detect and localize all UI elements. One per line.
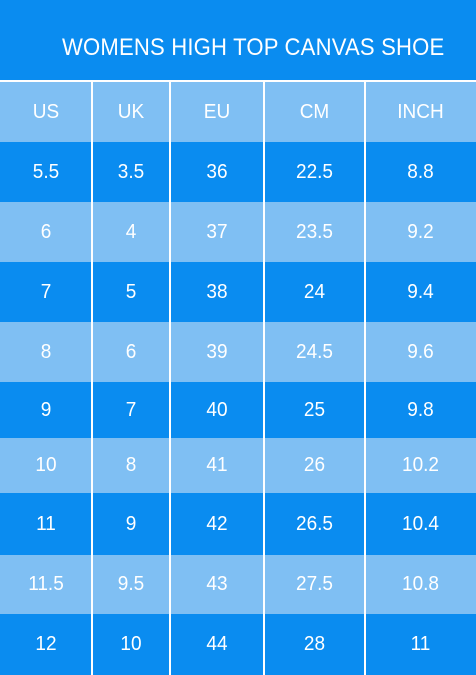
table-row: 11.5 9.5 43 27.5 10.8 bbox=[0, 555, 476, 614]
table-row: 9 7 40 25 9.8 bbox=[0, 382, 476, 438]
table-cell: 9.6 bbox=[407, 340, 434, 363]
table-cell: 41 bbox=[206, 454, 228, 476]
table-cell: 27.5 bbox=[296, 573, 333, 595]
table-cell: 10.4 bbox=[402, 512, 439, 535]
table-cell: 26 bbox=[303, 454, 326, 476]
table-cell: 24.5 bbox=[296, 340, 333, 363]
table-cell: 24 bbox=[303, 280, 326, 303]
table-cell: 8 bbox=[40, 340, 52, 363]
table-cell: 4 bbox=[125, 220, 137, 243]
table-cell: 3.5 bbox=[117, 160, 145, 183]
header-cell-us: US bbox=[32, 100, 60, 123]
header-cell-eu: EU bbox=[203, 100, 231, 123]
column-divider bbox=[91, 82, 93, 675]
chart-title: WOMENS HIGH TOP CANVAS SHOE bbox=[62, 34, 445, 61]
table-row: 8 6 39 24.5 9.6 bbox=[0, 322, 476, 382]
table-cell: 12 bbox=[35, 633, 57, 655]
table-cell: 37 bbox=[206, 220, 228, 243]
table-cell: 22.5 bbox=[296, 160, 333, 183]
table-cell: 8.8 bbox=[407, 160, 434, 183]
table-cell: 44 bbox=[206, 633, 228, 655]
header-cell-uk: UK bbox=[117, 100, 145, 123]
table-row: 11 9 42 26.5 10.4 bbox=[0, 493, 476, 555]
table-cell: 11.5 bbox=[28, 573, 64, 595]
table-cell: 10.2 bbox=[402, 454, 439, 476]
table-cell: 26.5 bbox=[296, 512, 333, 535]
table-row: 7 5 38 24 9.4 bbox=[0, 262, 476, 322]
table-cell: 6 bbox=[125, 340, 137, 363]
table-row: 10 8 41 26 10.2 bbox=[0, 438, 476, 493]
table-cell: 8 bbox=[125, 454, 137, 476]
table-cell: 9.4 bbox=[407, 280, 434, 303]
column-divider bbox=[169, 82, 171, 675]
table-cell: 36 bbox=[206, 160, 228, 183]
table-cell: 43 bbox=[206, 573, 228, 595]
table-cell: 39 bbox=[206, 340, 228, 363]
table-cell: 11 bbox=[410, 633, 431, 655]
table-cell: 10.8 bbox=[402, 573, 439, 595]
table-cell: 7 bbox=[125, 398, 137, 421]
table-cell: 40 bbox=[206, 398, 228, 421]
table-row: 6 4 37 23.5 9.2 bbox=[0, 202, 476, 262]
table-cell: 9.5 bbox=[117, 573, 145, 595]
table-cell: 42 bbox=[206, 512, 228, 535]
table-cell: 25 bbox=[303, 398, 326, 421]
column-divider bbox=[263, 82, 265, 675]
table-cell: 11 bbox=[36, 512, 56, 535]
table-cell: 5.5 bbox=[32, 160, 60, 183]
table-cell: 5 bbox=[125, 280, 137, 303]
table-cell: 10 bbox=[120, 633, 142, 655]
table-cell: 9.8 bbox=[407, 398, 434, 421]
header-cell-cm: CM bbox=[299, 100, 330, 123]
table-cell: 10 bbox=[35, 454, 57, 476]
table-cell: 6 bbox=[40, 220, 52, 243]
header-cell-inch: INCH bbox=[397, 100, 444, 123]
table-row: 5.5 3.5 36 22.5 8.8 bbox=[0, 142, 476, 202]
table-cell: 7 bbox=[40, 280, 52, 303]
chart-title-bar: WOMENS HIGH TOP CANVAS SHOE bbox=[0, 0, 476, 82]
table-cell: 9 bbox=[40, 398, 52, 421]
table-cell: 23.5 bbox=[296, 220, 333, 243]
table-cell: 9.2 bbox=[407, 220, 434, 243]
column-divider bbox=[364, 82, 366, 675]
header-row: US UK EU CM INCH bbox=[0, 82, 476, 142]
table-cell: 9 bbox=[125, 512, 137, 535]
table-cell: 38 bbox=[206, 280, 228, 303]
table-cell: 28 bbox=[303, 633, 326, 655]
size-table: US UK EU CM INCH 5.5 3.5 36 22.5 8.8 6 4 37 23.5 9.2 7 5… bbox=[0, 82, 476, 675]
table-row: 12 10 44 28 11 bbox=[0, 614, 476, 675]
